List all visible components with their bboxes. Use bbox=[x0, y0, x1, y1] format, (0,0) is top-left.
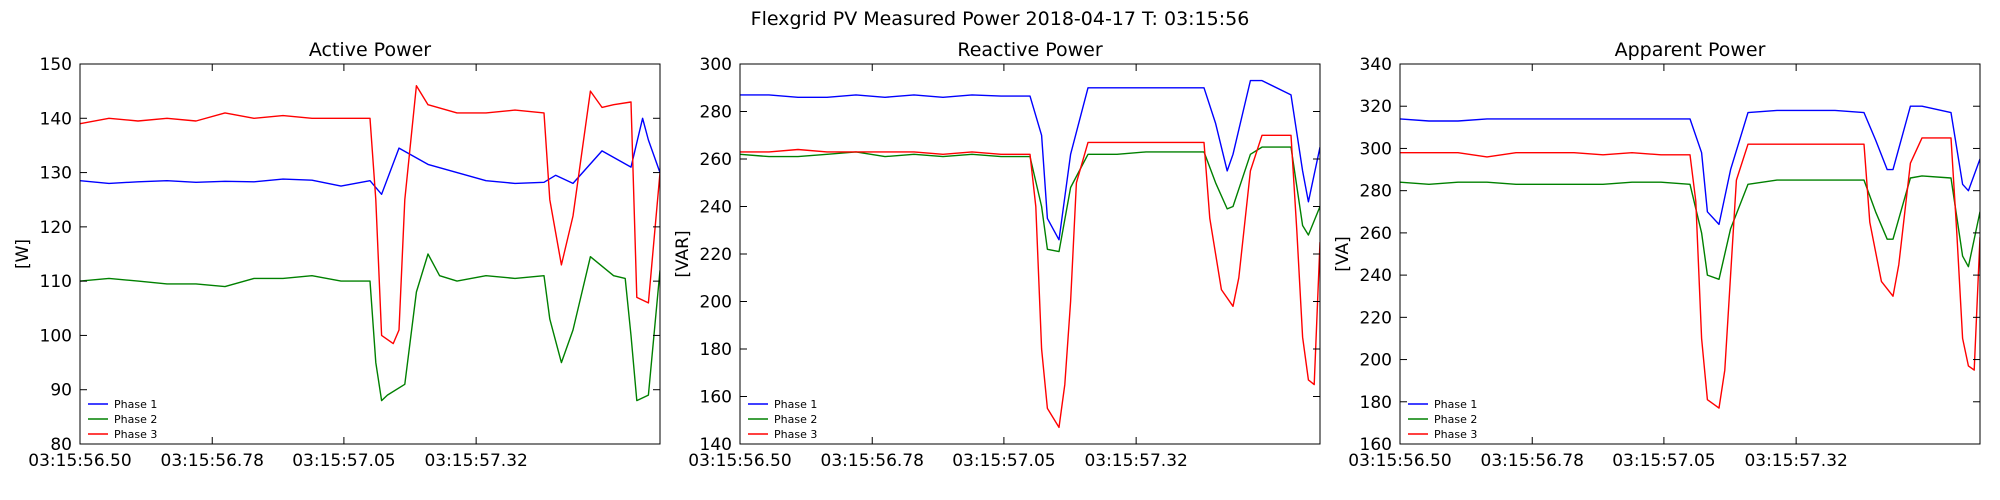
x-tick-label: 03:15:56.50 bbox=[688, 451, 791, 471]
active-power-line-phase-1 bbox=[80, 117, 660, 196]
reactive-power-line-phase-3 bbox=[740, 134, 1320, 429]
active-power-line-phase-3 bbox=[80, 84, 660, 345]
apparent-power-series-group bbox=[1400, 105, 1980, 409]
chart-panels: Active Power 80 90 100 110 120 130 140 150 03:15:… bbox=[13, 39, 1981, 471]
x-tick-label: 03:15:56.50 bbox=[1348, 451, 1451, 471]
reactive-power-title: Reactive Power bbox=[957, 39, 1102, 61]
y-tick-label: 240 bbox=[700, 198, 732, 218]
apparent-power-line-phase-3 bbox=[1400, 137, 1980, 409]
y-tick-label: 110 bbox=[40, 272, 72, 292]
legend-label-phase-1: Phase 1 bbox=[1434, 398, 1477, 411]
reactive-power-series-group bbox=[740, 79, 1320, 429]
y-tick-label: 80 bbox=[50, 435, 72, 455]
reactive-power-plot-frame bbox=[739, 63, 1321, 445]
reactive-power-y-axis-label: [VAR] bbox=[673, 230, 693, 277]
y-tick-label: 140 bbox=[700, 435, 732, 455]
y-tick-label: 100 bbox=[40, 326, 72, 346]
y-tick-label: 260 bbox=[700, 150, 732, 170]
y-tick-label: 150 bbox=[40, 55, 72, 75]
apparent-power-chart: Apparent Power 160 180 200 220 240 260 280 300 32… bbox=[1333, 39, 1981, 471]
reactive-power-legend: Phase 1 Phase 2 Phase 3 bbox=[748, 398, 817, 441]
x-tick-label: 03:15:56.78 bbox=[1481, 451, 1584, 471]
reactive-power-line-phase-2 bbox=[740, 146, 1320, 253]
x-tick-label: 03:15:57.05 bbox=[292, 451, 395, 471]
y-tick-label: 220 bbox=[700, 245, 732, 265]
x-tick-label: 03:15:57.32 bbox=[1744, 451, 1847, 471]
x-tick-label: 03:15:56.78 bbox=[821, 451, 924, 471]
active-power-chart: Active Power 80 90 100 110 120 130 140 150 03:15:… bbox=[13, 39, 661, 471]
legend-label-phase-1: Phase 1 bbox=[774, 398, 817, 411]
x-tick-label: 03:15:57.05 bbox=[1612, 451, 1715, 471]
legend-label-phase-3: Phase 3 bbox=[114, 428, 157, 441]
y-tick-label: 200 bbox=[700, 293, 732, 313]
legend-label-phase-2: Phase 2 bbox=[1434, 413, 1477, 426]
figure-title: Flexgrid PV Measured Power 2018-04-17 T:… bbox=[751, 8, 1250, 30]
legend-label-phase-1: Phase 1 bbox=[114, 398, 157, 411]
active-power-series-group bbox=[80, 84, 660, 402]
legend-label-phase-3: Phase 3 bbox=[1434, 428, 1477, 441]
y-tick-label: 130 bbox=[40, 164, 72, 184]
y-tick-label: 90 bbox=[50, 381, 72, 401]
active-power-plot-frame bbox=[79, 63, 661, 445]
y-tick-label: 180 bbox=[700, 340, 732, 360]
y-tick-label: 340 bbox=[1360, 55, 1392, 75]
apparent-power-title: Apparent Power bbox=[1615, 39, 1766, 61]
y-tick-label: 220 bbox=[1360, 308, 1392, 328]
active-power-legend: Phase 1 Phase 2 Phase 3 bbox=[88, 398, 157, 441]
y-tick-label: 240 bbox=[1360, 266, 1392, 286]
x-tick-label: 03:15:56.78 bbox=[161, 451, 264, 471]
y-tick-label: 260 bbox=[1360, 224, 1392, 244]
y-tick-label: 180 bbox=[1360, 393, 1392, 413]
active-power-title: Active Power bbox=[309, 39, 431, 61]
legend-label-phase-2: Phase 2 bbox=[774, 413, 817, 426]
x-tick-label: 03:15:56.50 bbox=[28, 451, 131, 471]
y-tick-label: 140 bbox=[40, 109, 72, 129]
legend-label-phase-3: Phase 3 bbox=[774, 428, 817, 441]
x-tick-label: 03:15:57.05 bbox=[952, 451, 1055, 471]
y-tick-label: 160 bbox=[1360, 435, 1392, 455]
y-tick-label: 280 bbox=[700, 103, 732, 123]
reactive-power-chart: Reactive Power 140 160 180 200 220 240 260 280 30… bbox=[673, 39, 1321, 471]
y-tick-label: 280 bbox=[1360, 182, 1392, 202]
y-tick-label: 120 bbox=[40, 218, 72, 238]
y-tick-label: 320 bbox=[1360, 97, 1392, 117]
apparent-power-line-phase-2 bbox=[1400, 175, 1980, 280]
active-power-y-axis-label: [W] bbox=[13, 239, 33, 269]
y-tick-label: 200 bbox=[1360, 351, 1392, 371]
y-tick-label: 300 bbox=[700, 55, 732, 75]
legend-label-phase-2: Phase 2 bbox=[114, 413, 157, 426]
apparent-power-line-phase-1 bbox=[1400, 105, 1980, 226]
y-tick-label: 160 bbox=[700, 388, 732, 408]
reactive-power-line-phase-1 bbox=[740, 79, 1320, 241]
y-tick-label: 300 bbox=[1360, 139, 1392, 159]
apparent-power-legend: Phase 1 Phase 2 Phase 3 bbox=[1408, 398, 1477, 441]
x-tick-label: 03:15:57.32 bbox=[424, 451, 527, 471]
active-power-line-phase-2 bbox=[80, 253, 660, 402]
x-tick-label: 03:15:57.32 bbox=[1084, 451, 1187, 471]
apparent-power-plot-frame bbox=[1399, 63, 1981, 445]
apparent-power-y-axis-label: [VA] bbox=[1333, 236, 1353, 271]
